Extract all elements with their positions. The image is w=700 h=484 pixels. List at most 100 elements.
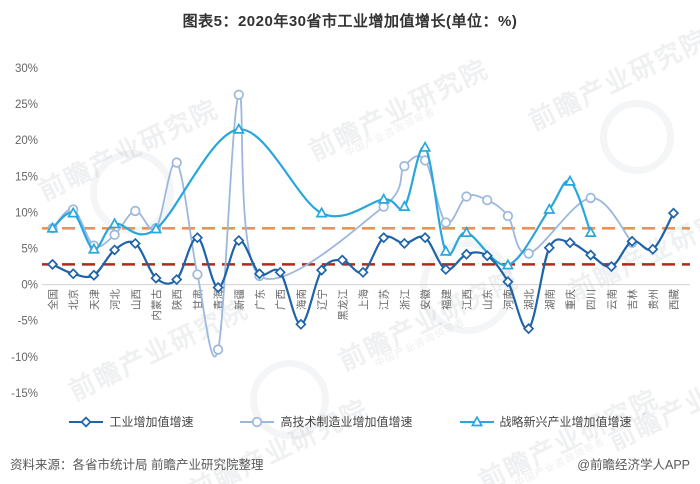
x-axis-label: 山东 — [481, 289, 494, 310]
x-axis-label: 内蒙古 — [150, 289, 163, 321]
marker-triangle-icon — [67, 206, 80, 218]
marker-diamond-icon — [233, 234, 245, 247]
y-axis-label: 15% — [15, 171, 38, 183]
y-axis-label: 10% — [15, 207, 38, 219]
marker-diamond-icon — [440, 263, 452, 276]
footer: 资料来源：各省市统计局 前瞻产业研究院整理 @前瞻经济学人APP — [10, 454, 690, 473]
legend-circle-icon — [240, 416, 275, 427]
x-axis-label: 北京 — [67, 289, 80, 310]
chart-legend: 工业增加值增速 高技术制造业增加值增速 战略新兴产业增加值增速 — [0, 413, 700, 430]
x-axis-label: 云南 — [605, 289, 618, 310]
legend-item-hightech: 高技术制造业增加值增速 — [239, 413, 413, 430]
x-axis-label: 全国 — [47, 289, 60, 310]
marker-triangle-icon — [315, 206, 328, 218]
marker-diamond-icon — [481, 250, 493, 262]
marker-diamond-icon — [67, 268, 79, 280]
x-axis-label: 河北 — [110, 289, 122, 310]
marker-triangle-icon — [584, 226, 597, 237]
marker-circle-icon — [130, 205, 141, 217]
legend-item-industrial: 工业增加值增速 — [68, 413, 193, 430]
marker-triangle-icon — [501, 258, 514, 270]
marker-circle-icon — [482, 194, 493, 206]
marker-diamond-icon — [315, 264, 328, 276]
marker-triangle-icon — [232, 122, 245, 134]
x-axis-label: 西藏 — [669, 289, 681, 310]
marker-diamond-icon — [150, 272, 162, 284]
legend-label: 工业增加值增速 — [109, 415, 194, 429]
x-axis-label: 广西 — [275, 289, 287, 310]
marker-diamond-icon — [191, 232, 204, 244]
marker-triangle-icon — [460, 226, 473, 237]
x-axis-label: 吉林 — [626, 289, 639, 310]
marker-circle-icon — [171, 157, 182, 168]
x-axis-label: 新疆 — [233, 289, 246, 310]
y-axis-label: 20% — [15, 135, 38, 147]
y-axis-label: -10% — [11, 352, 38, 364]
marker-diamond-icon — [543, 242, 555, 254]
y-axis-label: 5% — [21, 244, 38, 256]
x-axis-label: 广东 — [254, 289, 267, 310]
x-axis-label: 湖北 — [524, 289, 536, 310]
series-line-strategic — [51, 128, 592, 267]
marker-diamond-icon — [274, 266, 286, 278]
marker-diamond-icon — [108, 244, 121, 256]
marker-triangle-icon — [46, 221, 59, 233]
x-axis-label: 福建 — [440, 289, 453, 310]
marker-diamond-icon — [585, 249, 597, 261]
marker-diamond-icon — [564, 237, 576, 249]
marker-circle-icon — [399, 161, 410, 172]
x-axis-label: 江苏 — [378, 289, 391, 310]
marker-diamond-icon — [398, 237, 411, 250]
x-axis-label: 黑龙江 — [336, 289, 349, 321]
marker-triangle-icon — [377, 192, 390, 204]
marker-circle-icon — [233, 89, 244, 100]
marker-circle-icon — [585, 192, 596, 204]
marker-triangle-icon — [439, 244, 452, 256]
marker-diamond-icon — [253, 268, 266, 280]
marker-diamond-icon — [80, 415, 93, 428]
y-axis-label: -15% — [11, 388, 38, 400]
x-axis-label: 陕西 — [171, 289, 184, 310]
marker-circle-icon — [502, 210, 514, 222]
marker-triangle-icon — [398, 200, 411, 211]
x-axis-label: 安徽 — [419, 289, 432, 310]
x-axis-label: 贵州 — [647, 289, 660, 310]
x-axis-label: 海南 — [295, 289, 308, 310]
x-axis-label: 山西 — [130, 289, 142, 310]
marker-diamond-icon — [605, 260, 618, 273]
legend-label: 高技术制造业增加值增速 — [280, 415, 413, 429]
marker-diamond-icon — [647, 243, 659, 255]
marker-triangle-icon — [543, 202, 556, 214]
marker-diamond-icon — [522, 323, 535, 335]
marker-triangle-icon — [108, 217, 121, 229]
y-axis-label: 0% — [21, 280, 38, 292]
x-axis-label: 江西 — [462, 289, 474, 310]
legend-item-strategic: 战略新兴产业增加值增速 — [459, 413, 632, 430]
legend-diamond-icon — [69, 415, 104, 428]
marker-diamond-icon — [88, 269, 100, 281]
legend-label: 战略新兴产业增加值增速 — [499, 415, 632, 429]
marker-triangle-icon — [149, 222, 163, 234]
y-axis-label: 30% — [15, 63, 38, 75]
chart-title: 图表5：2020年30省市工业增加值增长(单位：%) — [182, 13, 518, 30]
x-axis-label: 四川 — [586, 289, 598, 310]
marker-circle-icon — [212, 344, 224, 355]
marker-circle-icon — [109, 229, 120, 240]
marker-diamond-icon — [667, 207, 680, 219]
marker-circle-icon — [461, 191, 472, 202]
marker-diamond-icon — [502, 276, 514, 288]
marker-diamond-icon — [357, 266, 369, 278]
x-axis-label: 天津 — [89, 289, 101, 310]
x-axis-label: 重庆 — [564, 289, 577, 310]
source-note: 资料来源：各省市统计局 前瞻产业研究院整理 — [10, 458, 264, 472]
marker-diamond-icon — [419, 232, 431, 244]
marker-triangle-icon — [470, 415, 483, 426]
x-axis-label: 上海 — [357, 289, 370, 310]
marker-circle-icon — [252, 416, 263, 427]
y-axis-label: -5% — [18, 316, 38, 328]
marker-circle-icon — [523, 248, 534, 259]
marker-triangle-icon — [563, 174, 577, 186]
y-axis-label: 25% — [15, 99, 38, 111]
